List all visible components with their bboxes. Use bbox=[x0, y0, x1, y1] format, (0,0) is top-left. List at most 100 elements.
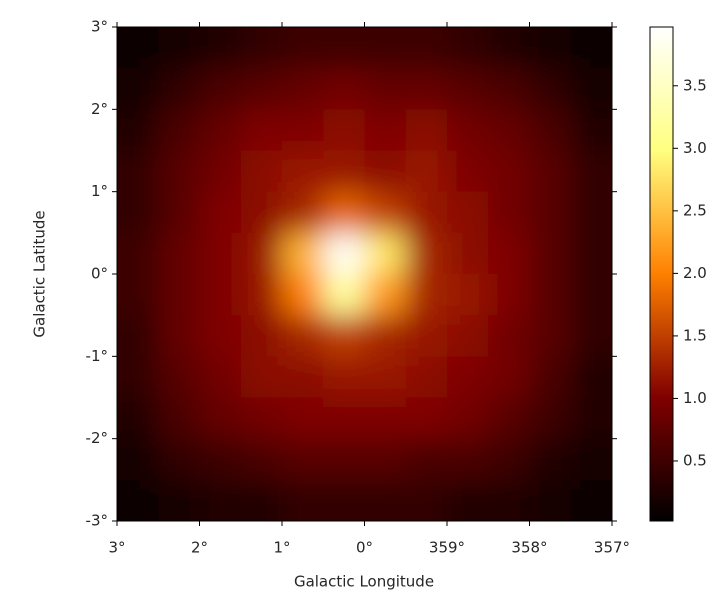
pixel bbox=[241, 233, 283, 275]
pixel bbox=[158, 0, 200, 69]
pixel bbox=[530, 192, 572, 234]
pixel bbox=[530, 356, 572, 398]
pixel bbox=[323, 109, 365, 151]
pixel bbox=[488, 192, 530, 234]
y-tick-label: 3° bbox=[91, 18, 108, 36]
pixel bbox=[530, 68, 572, 110]
pixel bbox=[447, 109, 489, 151]
pixel bbox=[158, 439, 200, 481]
pixel bbox=[200, 315, 242, 357]
colorbar bbox=[650, 27, 673, 521]
pixel bbox=[323, 439, 365, 481]
y-axis-label: Galactic Latitude bbox=[31, 210, 49, 337]
y-tick-label: 1° bbox=[91, 182, 108, 200]
pixel bbox=[241, 274, 283, 316]
pixel bbox=[530, 398, 572, 440]
pixel bbox=[241, 151, 283, 193]
pixel bbox=[365, 439, 407, 481]
pixel bbox=[571, 151, 643, 193]
pixel bbox=[530, 151, 572, 193]
pixel bbox=[406, 274, 448, 316]
pixel bbox=[282, 192, 324, 234]
pixel bbox=[158, 315, 200, 357]
pixel bbox=[241, 315, 283, 357]
colorbar-tick-label: 3.0 bbox=[683, 139, 707, 157]
pixel bbox=[200, 274, 242, 316]
pixel bbox=[365, 192, 407, 234]
pixel bbox=[447, 151, 489, 193]
pixel bbox=[488, 151, 530, 193]
pixel bbox=[323, 68, 365, 110]
pixel bbox=[241, 398, 283, 440]
pixel bbox=[406, 109, 448, 151]
pixel bbox=[200, 68, 242, 110]
pixel bbox=[323, 151, 365, 193]
pixel bbox=[530, 109, 572, 151]
y-tick-label: -1° bbox=[86, 347, 108, 365]
pixel bbox=[282, 68, 324, 110]
y-tick-label: 0° bbox=[91, 265, 108, 283]
page: {"chart_data": { "type": "heatmap", "xla… bbox=[0, 0, 715, 599]
colorbar-tick-label: 2.0 bbox=[683, 264, 707, 282]
pixel bbox=[323, 192, 365, 234]
pixel bbox=[158, 109, 200, 151]
pixel bbox=[282, 356, 324, 398]
pixel bbox=[200, 151, 242, 193]
pixel bbox=[571, 274, 643, 316]
pixel bbox=[158, 151, 200, 193]
pixel bbox=[200, 398, 242, 440]
chart: Galactic Longitude Galactic Latitude 3°2… bbox=[0, 0, 715, 599]
pixel bbox=[406, 439, 448, 481]
pixel bbox=[488, 315, 530, 357]
pixel bbox=[365, 356, 407, 398]
pixel bbox=[323, 274, 365, 316]
pixel bbox=[406, 192, 448, 234]
pixel bbox=[241, 68, 283, 110]
pixel bbox=[200, 439, 242, 481]
pixel bbox=[323, 398, 365, 440]
pixel bbox=[241, 356, 283, 398]
pixel bbox=[488, 233, 530, 275]
pixel bbox=[488, 356, 530, 398]
y-tick-label: -2° bbox=[86, 429, 108, 447]
pixel bbox=[530, 274, 572, 316]
pixel bbox=[282, 398, 324, 440]
pixel bbox=[200, 0, 242, 69]
pixel bbox=[447, 398, 489, 440]
pixel bbox=[571, 192, 643, 234]
pixel bbox=[406, 151, 448, 193]
pixel bbox=[571, 109, 643, 151]
pixel bbox=[406, 398, 448, 440]
pixel bbox=[365, 109, 407, 151]
pixel bbox=[365, 233, 407, 275]
image-cells bbox=[87, 0, 643, 552]
y-tick-label: 2° bbox=[91, 100, 108, 118]
pixel bbox=[447, 68, 489, 110]
pixel bbox=[241, 0, 283, 69]
pixel bbox=[571, 439, 643, 481]
pixel bbox=[200, 233, 242, 275]
pixel bbox=[406, 356, 448, 398]
pixel bbox=[323, 233, 365, 275]
pixel bbox=[282, 109, 324, 151]
pixel bbox=[241, 109, 283, 151]
image bbox=[87, 0, 643, 552]
colorbar-tick-label: 2.5 bbox=[683, 201, 707, 219]
pixel bbox=[158, 356, 200, 398]
pixel bbox=[158, 233, 200, 275]
pixel bbox=[488, 68, 530, 110]
pixel bbox=[200, 192, 242, 234]
pixel bbox=[282, 439, 324, 481]
pixel bbox=[488, 398, 530, 440]
pixel bbox=[571, 68, 643, 110]
pixel bbox=[365, 315, 407, 357]
pixel bbox=[447, 315, 489, 357]
pixel bbox=[447, 439, 489, 481]
pixel bbox=[447, 356, 489, 398]
pixel bbox=[200, 109, 242, 151]
pixel bbox=[365, 0, 407, 69]
pixel bbox=[158, 274, 200, 316]
pixel bbox=[488, 0, 530, 69]
pixel bbox=[447, 233, 489, 275]
pixel bbox=[365, 274, 407, 316]
